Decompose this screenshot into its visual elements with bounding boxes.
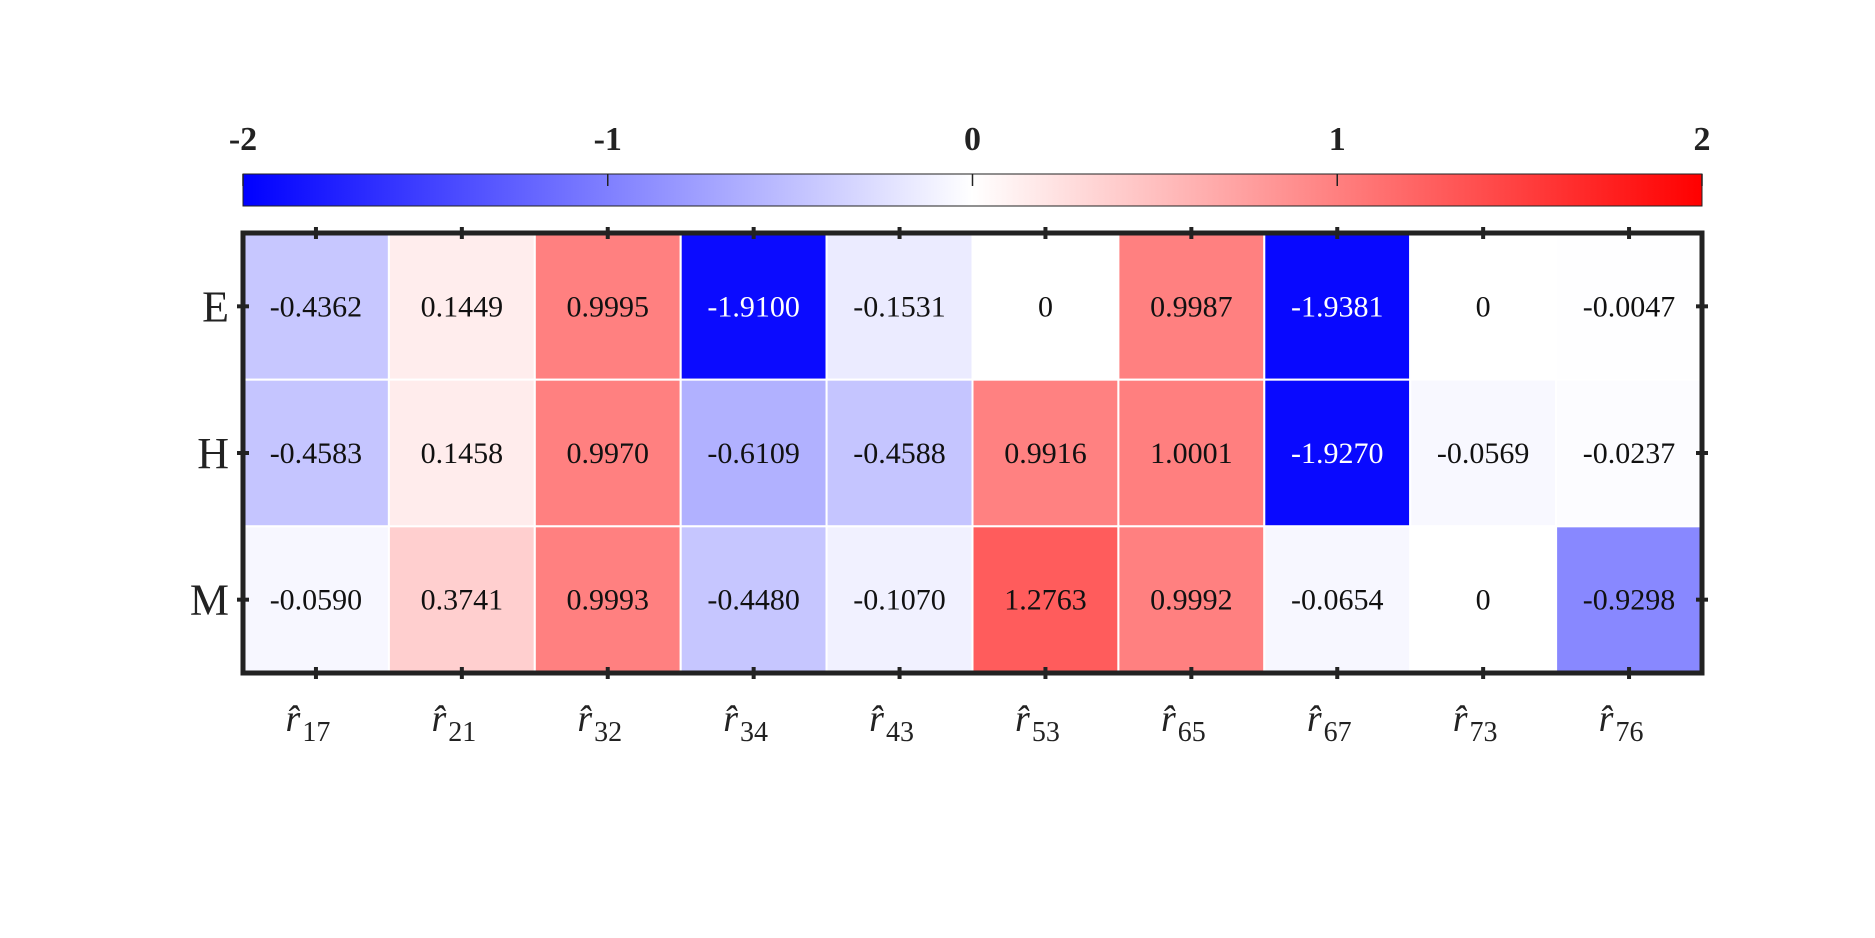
heatmap-cell — [1117, 378, 1266, 528]
cell-value-label: -0.0047 — [1583, 290, 1676, 323]
column-label: r̂65 — [1161, 698, 1206, 748]
cell-value-label: 0.1449 — [421, 290, 504, 323]
column-subscript: 34 — [740, 717, 768, 748]
heatmap-cell — [1263, 232, 1412, 381]
row-label: H — [197, 429, 229, 478]
heatmap-cell — [825, 378, 974, 528]
heatmap-cell — [1555, 232, 1703, 381]
heatmap-cell — [971, 232, 1120, 381]
cell-value-label: 0 — [1038, 290, 1053, 323]
row-labels: E H M — [190, 282, 229, 624]
column-label: r̂76 — [1599, 698, 1644, 748]
cell-value-label: 0 — [1476, 290, 1491, 323]
row-label: E — [202, 282, 229, 331]
cell-value-label: -0.6109 — [707, 437, 800, 470]
column-label: r̂53 — [1015, 698, 1060, 748]
cell-value-label: -0.1531 — [853, 290, 946, 323]
cell-value-label: 0.9916 — [1004, 437, 1087, 470]
cell-value-label: -0.0590 — [270, 584, 363, 617]
column-symbol: r̂ — [1015, 698, 1030, 740]
column-symbol: r̂ — [1161, 698, 1176, 740]
cell-value-label: -1.9381 — [1291, 290, 1384, 323]
heatmap-cell — [1409, 378, 1558, 528]
column-label: r̂21 — [431, 698, 476, 748]
column-symbol: r̂ — [723, 698, 738, 740]
colorbar-tick-label: 0 — [964, 121, 981, 158]
colorbar-tick-label: -1 — [594, 121, 622, 158]
cell-value-label: 1.2763 — [1004, 584, 1087, 617]
cell-value-label: -1.9100 — [707, 290, 800, 323]
cell-value-label: -0.1070 — [853, 584, 946, 617]
heatmap-cell — [679, 378, 828, 528]
column-label: r̂43 — [869, 698, 914, 748]
cell-value-label: 0.9987 — [1150, 290, 1233, 323]
cell-value-label: -0.4588 — [853, 437, 946, 470]
row-label: M — [190, 576, 229, 625]
column-symbol: r̂ — [431, 698, 446, 740]
column-subscript: 32 — [594, 717, 622, 748]
heatmap-cell — [1409, 525, 1558, 674]
column-subscript: 65 — [1178, 717, 1206, 748]
cell-value-label: -0.4583 — [270, 437, 363, 470]
cell-value-label: -0.0654 — [1291, 584, 1384, 617]
column-subscript: 67 — [1324, 717, 1352, 748]
column-label: r̂34 — [723, 698, 768, 748]
cell-value-label: -0.9298 — [1583, 584, 1676, 617]
heatmap-cell — [387, 378, 536, 528]
plot-frame — [240, 230, 1705, 676]
heatmap-cell — [971, 525, 1120, 674]
colorbar-tick-label: 1 — [1329, 121, 1346, 158]
column-subscript: 17 — [302, 717, 330, 748]
column-label: r̂17 — [286, 698, 331, 748]
cell-value-label: -0.4480 — [707, 584, 800, 617]
column-subscript: 21 — [448, 717, 476, 748]
heatmap-cell — [679, 525, 828, 674]
heatmap-cell — [1409, 232, 1558, 381]
colorbar-tick-label: -2 — [229, 121, 257, 158]
heatmap-cell — [1263, 525, 1412, 674]
cell-value-label: -0.0569 — [1437, 437, 1530, 470]
cell-value-label: 0.9993 — [567, 584, 650, 617]
column-symbol: r̂ — [1599, 698, 1614, 740]
heatmap-cell — [1263, 378, 1412, 528]
cell-value-label: 0.1458 — [421, 437, 504, 470]
colorbar-tick-label: 2 — [1694, 121, 1711, 158]
column-labels: r̂17 r̂21 r̂32 r̂34 r̂43 r̂53 r̂65 r̂67 r̂73 r̂76 — [286, 698, 1644, 748]
column-symbol: r̂ — [577, 698, 592, 740]
column-subscript: 73 — [1470, 717, 1498, 748]
column-label: r̂73 — [1453, 698, 1498, 748]
heatmap-cell — [533, 525, 682, 674]
heatmap-cell — [971, 378, 1120, 528]
colorbar: -2 -1 0 1 2 — [229, 121, 1711, 207]
column-subscript: 43 — [886, 717, 914, 748]
heatmap-cell — [1555, 378, 1703, 528]
cell-value-label: 0.9995 — [567, 290, 650, 323]
column-subscript: 53 — [1032, 717, 1060, 748]
heatmap-cells: -0.4362 0.1449 0.9995 -1.9100 -0.1531 0 0.9987… — [242, 232, 1703, 674]
column-label: r̂67 — [1307, 698, 1352, 748]
cell-value-label: 0.9992 — [1150, 584, 1233, 617]
column-symbol: r̂ — [869, 698, 884, 740]
column-symbol: r̂ — [286, 698, 301, 740]
cell-value-label: 1.0001 — [1150, 437, 1233, 470]
cell-value-label: -1.9270 — [1291, 437, 1384, 470]
column-label: r̂32 — [577, 698, 622, 748]
heatmap-cell — [825, 525, 974, 674]
column-symbol: r̂ — [1453, 698, 1468, 740]
heatmap-cell — [1117, 525, 1266, 674]
column-subscript: 76 — [1615, 717, 1643, 748]
heatmap-cell — [242, 525, 390, 674]
cell-value-label: 0.9970 — [567, 437, 650, 470]
cell-value-label: -0.4362 — [270, 290, 363, 323]
cell-value-label: 0 — [1476, 584, 1491, 617]
cell-value-label: -0.0237 — [1583, 437, 1676, 470]
cell-value-label: 0.3741 — [421, 584, 504, 617]
column-symbol: r̂ — [1307, 698, 1322, 740]
